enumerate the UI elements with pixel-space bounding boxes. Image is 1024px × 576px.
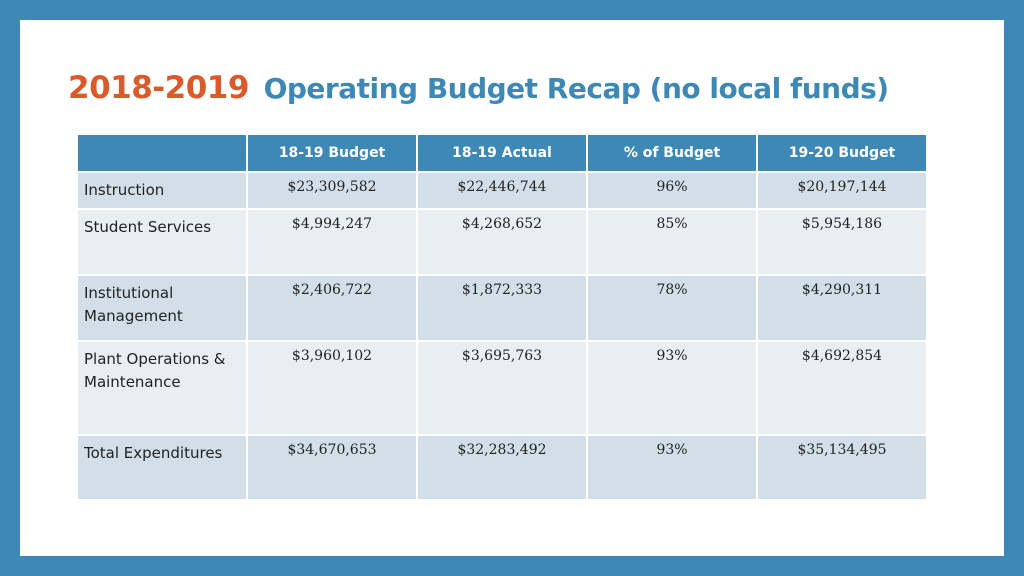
cell-18-19-actual: $32,283,492 [416, 434, 588, 501]
row-label: Student Services [76, 208, 248, 276]
cell-18-19-actual: $4,268,652 [416, 208, 588, 276]
cell-19-20-budget: $20,197,144 [756, 171, 928, 210]
table-row: Institutional Management $2,406,722 $1,8… [76, 274, 928, 342]
cell-19-20-budget: $4,692,854 [756, 340, 928, 436]
slide-title: 2018-2019 Operating Budget Recap (no loc… [68, 68, 889, 106]
row-label: Instruction [76, 171, 248, 210]
row-label: Institutional Management [76, 274, 248, 342]
row-label: Total Expenditures [76, 434, 248, 501]
header-row: 18-19 Budget 18-19 Actual % of Budget 19… [76, 133, 928, 173]
cell-18-19-actual: $22,446,744 [416, 171, 588, 210]
table-row: Plant Operations & Maintenance $3,960,10… [76, 340, 928, 436]
header-19-20-budget: 19-20 Budget [756, 133, 928, 173]
header-18-19-budget: 18-19 Budget [246, 133, 418, 173]
cell-19-20-budget: $35,134,495 [756, 434, 928, 501]
cell-pct-of-budget: 85% [586, 208, 758, 276]
cell-pct-of-budget: 96% [586, 171, 758, 210]
header-pct-of-budget: % of Budget [586, 133, 758, 173]
title-year: 2018-2019 [68, 70, 249, 106]
slide: 2018-2019 Operating Budget Recap (no loc… [20, 20, 1004, 556]
table-row: Total Expenditures $34,670,653 $32,283,4… [76, 434, 928, 501]
cell-19-20-budget: $5,954,186 [756, 208, 928, 276]
header-18-19-actual: 18-19 Actual [416, 133, 588, 173]
cell-18-19-budget: $3,960,102 [246, 340, 418, 436]
table-row: Instruction $23,309,582 $22,446,744 96% … [76, 171, 928, 210]
cell-19-20-budget: $4,290,311 [756, 274, 928, 342]
cell-18-19-actual: $3,695,763 [416, 340, 588, 436]
cell-18-19-budget: $23,309,582 [246, 171, 418, 210]
header-cell-blank [76, 133, 248, 173]
cell-pct-of-budget: 93% [586, 434, 758, 501]
budget-table: 18-19 Budget 18-19 Actual % of Budget 19… [76, 133, 928, 501]
title-text: Operating Budget Recap (no local funds) [263, 72, 890, 105]
cell-pct-of-budget: 93% [586, 340, 758, 436]
cell-pct-of-budget: 78% [586, 274, 758, 342]
cell-18-19-budget: $34,670,653 [246, 434, 418, 501]
table-row: Student Services $4,994,247 $4,268,652 8… [76, 208, 928, 276]
cell-18-19-budget: $4,994,247 [246, 208, 418, 276]
row-label: Plant Operations & Maintenance [76, 340, 248, 436]
cell-18-19-actual: $1,872,333 [416, 274, 588, 342]
cell-18-19-budget: $2,406,722 [246, 274, 418, 342]
